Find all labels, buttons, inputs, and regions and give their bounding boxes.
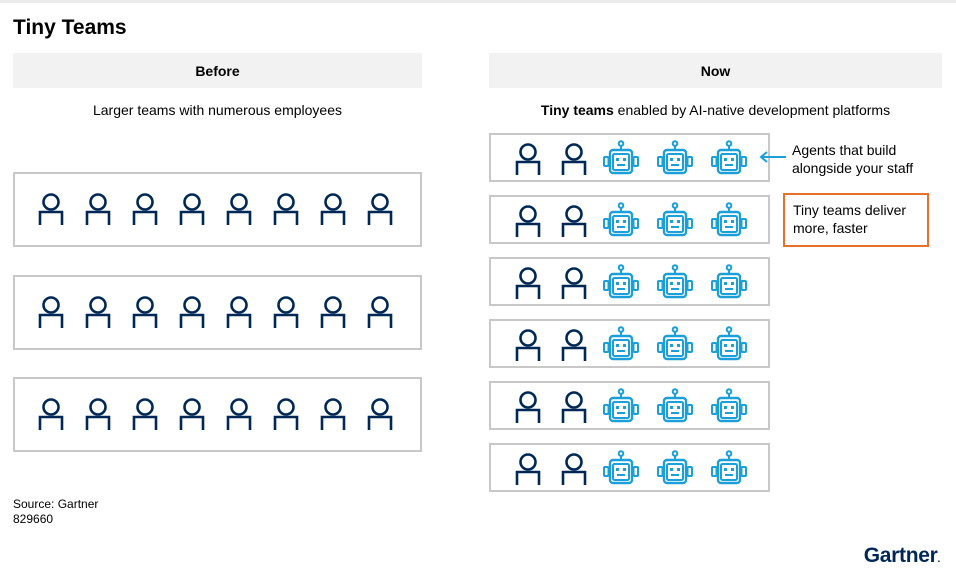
person-icon [514,328,542,367]
person-icon [178,397,206,436]
now-team-4 [489,319,770,368]
robot-icon [602,326,640,367]
robot-icon [602,202,640,243]
person-icon [514,142,542,181]
now-subtitle-rest: enabled by AI-native development platfor… [613,102,891,118]
robot-icon [656,264,694,305]
now-subtitle-bold: Tiny teams [540,102,614,118]
arrow-left-icon [759,151,786,163]
robot-icon [710,140,748,181]
person-icon [131,397,159,436]
robot-icon [602,388,640,429]
person-icon [560,328,588,367]
before-subtitle: Larger teams with numerous employees [92,102,342,118]
now-subtitle: Tiny teams enabled by AI-native developm… [489,102,942,118]
person-icon [84,192,112,231]
robot-icon [602,264,640,305]
person-icon [560,390,588,429]
figure-id: 829660 [13,512,54,526]
robot-icon [710,264,748,305]
agents-callout: Agents that build alongside your staff [792,141,913,177]
person-icon [84,397,112,436]
person-icon [37,192,65,231]
top-rule [0,0,956,3]
person-icon [366,192,394,231]
person-icon [272,397,300,436]
person-icon [319,192,347,231]
now-team-6 [489,443,770,492]
robot-icon [710,388,748,429]
now-header: Now [489,53,942,88]
person-icon [514,452,542,491]
agents-callout-line2: alongside your staff [792,160,914,176]
person-icon [272,192,300,231]
person-icon [560,452,588,491]
person-icon [272,295,300,334]
logo-text: Gartner [863,544,938,567]
person-icon [84,295,112,334]
agents-callout-line1: Agents that build [792,142,897,158]
faster-callout-line2: more, faster [793,220,868,236]
before-team-1 [13,172,422,247]
person-icon [225,192,253,231]
person-icon [178,192,206,231]
robot-icon [602,450,640,491]
person-icon [131,192,159,231]
faster-callout-line1: Tiny teams deliver [793,202,907,218]
faster-callout: Tiny teams deliver more, faster [783,193,929,247]
robot-icon [710,326,748,367]
logo-dot: . [937,554,941,565]
robot-icon [656,326,694,367]
person-icon [560,204,588,243]
robot-icon [710,202,748,243]
person-icon [131,295,159,334]
person-icon [319,397,347,436]
robot-icon [656,388,694,429]
before-team-2 [13,275,422,350]
person-icon [514,390,542,429]
person-icon [225,295,253,334]
source-label: Source: Gartner [13,497,99,511]
now-team-1 [489,133,770,182]
person-icon [514,204,542,243]
now-team-2 [489,195,770,244]
now-team-3 [489,257,770,306]
before-team-3 [13,377,422,452]
robot-icon [710,450,748,491]
gartner-logo: Gartner. [863,544,941,568]
person-icon [37,295,65,334]
person-icon [225,397,253,436]
before-header: Before [13,53,422,88]
source-note: Source: Gartner 829660 [13,497,98,527]
person-icon [366,397,394,436]
robot-icon [656,450,694,491]
robot-icon [656,140,694,181]
person-icon [560,266,588,305]
person-icon [178,295,206,334]
person-icon [514,266,542,305]
now-team-5 [489,381,770,430]
person-icon [37,397,65,436]
page-title: Tiny Teams [13,16,127,39]
robot-icon [656,202,694,243]
robot-icon [602,140,640,181]
person-icon [366,295,394,334]
person-icon [560,142,588,181]
person-icon [319,295,347,334]
